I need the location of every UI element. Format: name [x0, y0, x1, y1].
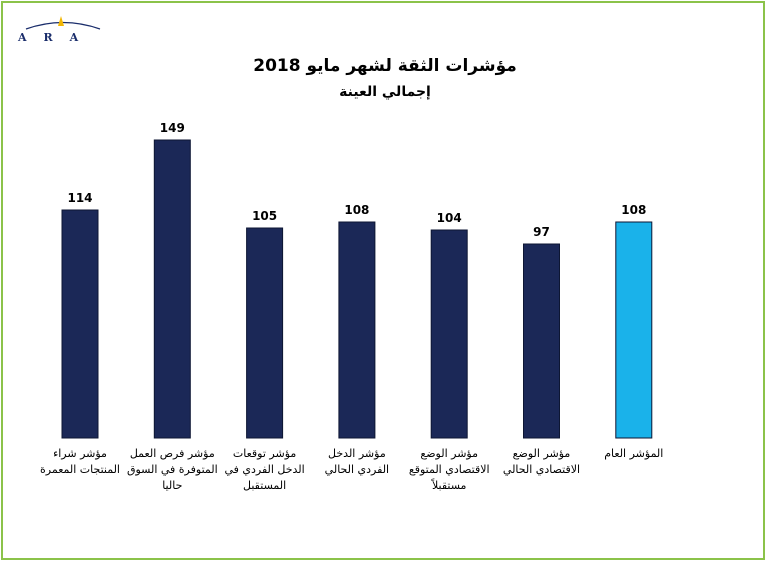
- bar-value-label-6: 97: [533, 225, 550, 239]
- chart-subtitle: إجمالي العينة: [339, 84, 431, 100]
- category-label-1: مؤشر شراء المنتجات المعمرة: [40, 447, 120, 476]
- category-label-3: مؤشر توقعات الدخل الفردي في المستقبل: [224, 447, 305, 492]
- bar-5: [430, 229, 468, 439]
- bar-value-label-4: 108: [344, 203, 369, 217]
- chart-title: مؤشرات الثقة لشهر مايو 2018: [253, 56, 517, 76]
- bar-1: [61, 209, 99, 439]
- bar-value-label-3: 105: [252, 209, 277, 223]
- category-label-5: مؤشر الوضع الاقتصادي المتوقع مستقبلاً: [408, 447, 490, 492]
- category-label-2: مؤشر فرص العمل المتوفرة في السوق حاليا: [126, 447, 218, 492]
- bar-2: [153, 139, 191, 439]
- bar-4: [338, 221, 376, 439]
- ara-logo: ARA: [18, 14, 108, 46]
- bar-3: [246, 227, 284, 439]
- logo-arc-icon: [25, 16, 101, 30]
- logo-text: ARA: [18, 31, 96, 44]
- bar-value-label-2: 149: [160, 121, 185, 135]
- bar-6: [523, 243, 560, 439]
- category-label-7: المؤشر العام: [604, 447, 664, 460]
- category-label-4: مؤشر الدخل الفردي الحالي: [324, 447, 390, 476]
- bar-value-label-5: 104: [437, 211, 462, 225]
- category-label-6: مؤشر الوضع الاقتصادي الحالي: [502, 447, 581, 476]
- bar-7: [615, 221, 653, 439]
- bar-value-label-7: 108: [621, 203, 646, 217]
- bar-value-label-1: 114: [67, 191, 92, 205]
